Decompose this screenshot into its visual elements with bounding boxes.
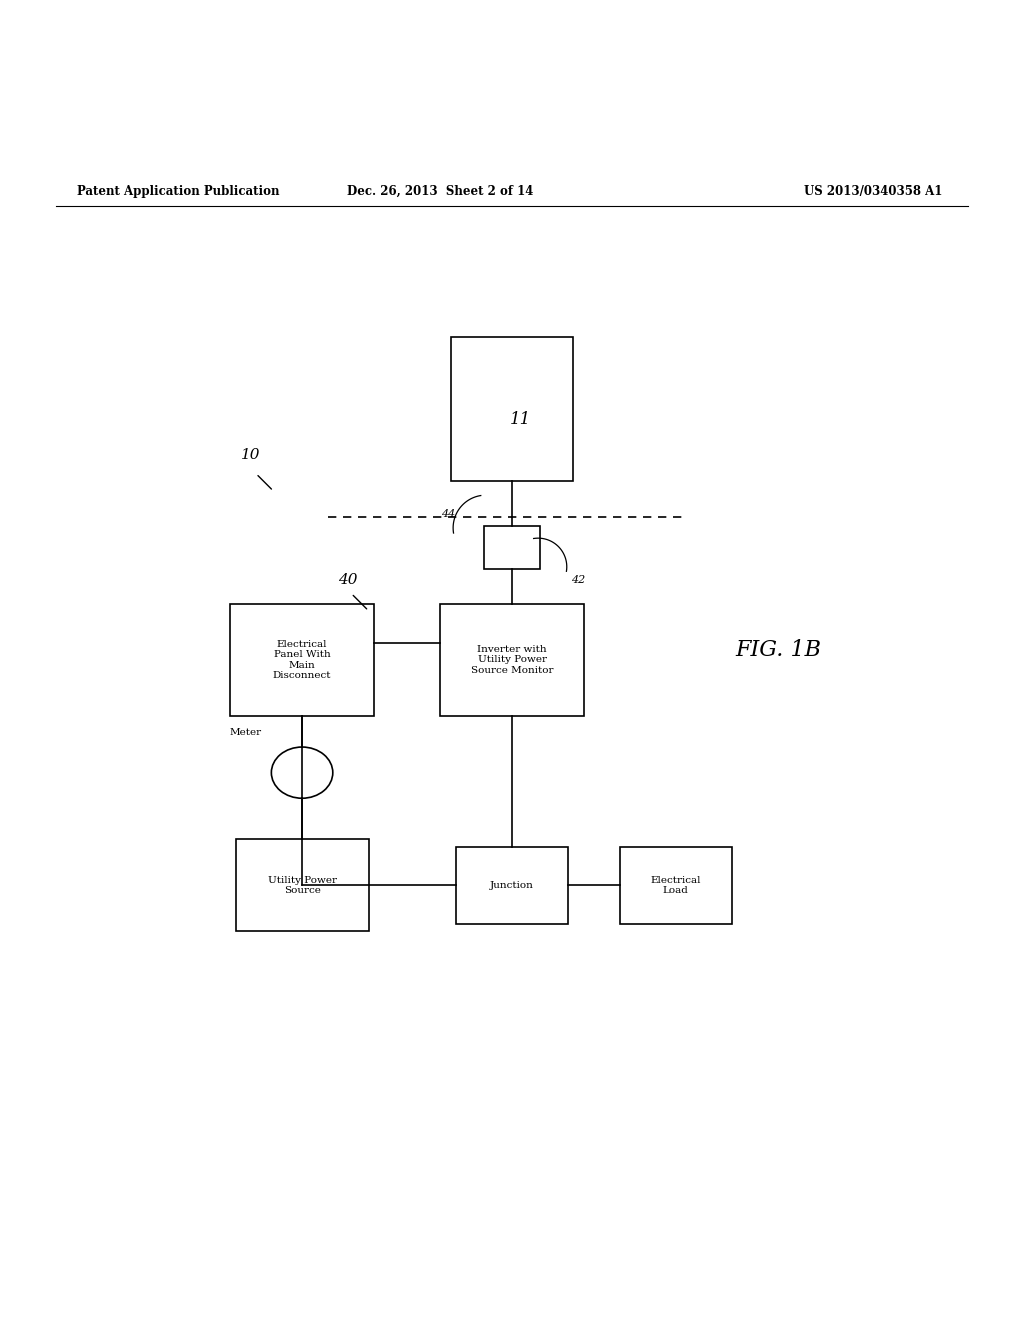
Text: Patent Application Publication: Patent Application Publication [77, 185, 280, 198]
Bar [440, 603, 584, 717]
Text: 10: 10 [241, 449, 261, 462]
Text: 42: 42 [571, 576, 586, 585]
Text: Utility Power
Source: Utility Power Source [267, 875, 337, 895]
Text: Junction: Junction [490, 880, 534, 890]
Bar [456, 847, 568, 924]
Bar [230, 603, 374, 717]
Text: 40: 40 [338, 573, 358, 587]
Text: Electrical
Panel With
Main
Disconnect: Electrical Panel With Main Disconnect [272, 640, 332, 680]
Text: Meter: Meter [229, 727, 262, 737]
Text: Inverter with
Utility Power
Source Monitor: Inverter with Utility Power Source Monit… [471, 645, 553, 675]
Bar [620, 847, 732, 924]
Text: FIG. 1B: FIG. 1B [735, 639, 821, 661]
Text: 44: 44 [441, 508, 456, 519]
Text: Electrical
Load: Electrical Load [650, 875, 701, 895]
Text: US 2013/0340358 A1: US 2013/0340358 A1 [804, 185, 942, 198]
Text: 11: 11 [510, 411, 530, 428]
Text: Dec. 26, 2013  Sheet 2 of 14: Dec. 26, 2013 Sheet 2 of 14 [347, 185, 534, 198]
Ellipse shape [271, 747, 333, 799]
Bar [236, 840, 369, 932]
Bar [451, 338, 573, 480]
Bar [483, 525, 541, 569]
